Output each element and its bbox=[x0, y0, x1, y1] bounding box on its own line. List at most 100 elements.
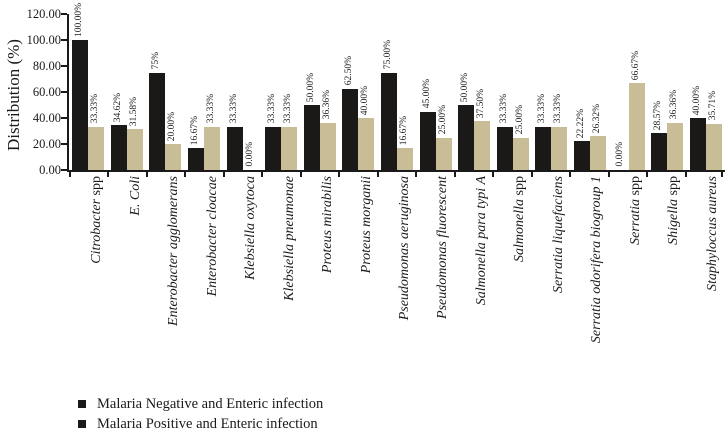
category-label-italic: Serratia bbox=[627, 198, 643, 245]
x-axis-tick bbox=[607, 172, 610, 177]
category-label-italic: Enterobacter agglomerans bbox=[166, 176, 182, 326]
bar-value-label: 28.57% bbox=[653, 100, 664, 130]
bar-value-label: 66.67% bbox=[630, 51, 641, 81]
category-label: Enterobacter agglomerans bbox=[166, 176, 182, 326]
x-axis-tick bbox=[107, 172, 110, 177]
category-label-plain: spp bbox=[666, 176, 682, 199]
category-label: Staphyloccus aureus bbox=[705, 176, 721, 291]
bar-malaria-negative bbox=[188, 148, 205, 170]
bar-value-label: 33.33% bbox=[537, 94, 548, 124]
bar-malaria-negative bbox=[535, 126, 552, 170]
x-axis-tick bbox=[530, 172, 533, 177]
bar-value-label: 33.33% bbox=[498, 94, 509, 124]
bar-value-label: 50.00% bbox=[460, 72, 471, 102]
x-axis-tick bbox=[184, 172, 187, 177]
bar-malaria-positive bbox=[435, 137, 452, 170]
bar-malaria-positive bbox=[667, 122, 684, 170]
bar-malaria-positive bbox=[628, 83, 645, 170]
category-label: Klebsiella pneumonae bbox=[282, 176, 298, 301]
bar-value-label: 33.33% bbox=[90, 94, 101, 124]
bar-value-label: 75% bbox=[151, 52, 162, 70]
category-label-italic: Serratia liquefaciens bbox=[550, 176, 566, 294]
y-axis-tick-label: 20.00 bbox=[32, 136, 61, 151]
bar-value-label: 25.00% bbox=[514, 105, 525, 135]
bar-malaria-negative bbox=[574, 141, 591, 170]
category-group: 16.67% 33.33% bbox=[185, 14, 224, 170]
bar-value-label: 16.67% bbox=[190, 116, 201, 146]
bar-value-label: 50.00% bbox=[305, 72, 316, 102]
x-axis-category-labels: Citrobacter spp E. Coli Enterobacter agglo… bbox=[69, 176, 723, 390]
y-axis-tick-label: 40.00 bbox=[32, 110, 61, 125]
y-axis-tick bbox=[61, 65, 67, 67]
category-label: Salmonella para typi A bbox=[474, 176, 490, 305]
bar-value-label: 33.33% bbox=[283, 94, 294, 124]
x-axis-tick bbox=[415, 172, 418, 177]
y-axis-tick bbox=[61, 91, 67, 93]
category-label: E. Coli bbox=[128, 176, 144, 216]
bar-malaria-negative bbox=[689, 118, 706, 170]
category-label-italic: Proteus morganii bbox=[358, 176, 374, 274]
bar-value-label: 100.00% bbox=[74, 2, 85, 37]
bar-value-label: 26.32% bbox=[592, 103, 603, 133]
bar-malaria-negative bbox=[496, 126, 513, 170]
x-axis-tick bbox=[69, 172, 71, 177]
bar-malaria-positive bbox=[319, 122, 336, 170]
y-axis-tick bbox=[61, 143, 67, 145]
bar-malaria-positive bbox=[126, 128, 143, 170]
x-axis-tick bbox=[222, 172, 225, 177]
category-label-italic: Enterobacter cloacae bbox=[204, 176, 220, 297]
category-label-plain: spp bbox=[512, 176, 528, 199]
category-label-italic: Pseudomonas fluorescent bbox=[435, 176, 451, 319]
bar-value-label: 0.00% bbox=[244, 142, 255, 167]
y-axis-tick bbox=[61, 169, 67, 171]
bar-value-label: 62.50% bbox=[344, 56, 355, 86]
y-axis-tick bbox=[61, 117, 67, 119]
category-label-italic: Klebsiella oxytoca bbox=[243, 176, 259, 280]
bar-malaria-negative bbox=[342, 88, 359, 170]
category-group: 33.33% 0.00% bbox=[223, 14, 262, 170]
category-label: Klebsiella oxytoca bbox=[243, 176, 259, 280]
x-axis-tick bbox=[338, 172, 341, 177]
legend-item: Malaria Positive and Enteric infection bbox=[78, 414, 323, 433]
x-axis-tick bbox=[261, 172, 264, 177]
category-label-italic: Proteus mirabilis bbox=[320, 176, 336, 274]
category-label-italic: Pseudomonas aeruginosa bbox=[397, 176, 412, 321]
bar-malaria-negative bbox=[651, 132, 668, 170]
category-group: 75% 20.00% bbox=[146, 14, 185, 170]
category-label: Proteus morganii bbox=[359, 176, 375, 273]
bar-malaria-negative bbox=[226, 126, 243, 170]
category-group: 22.22% 26.32% bbox=[571, 14, 610, 170]
bar-value-label: 25.00% bbox=[437, 105, 448, 135]
bar-malaria-positive bbox=[204, 126, 221, 170]
category-label: Citrobacter spp bbox=[89, 176, 105, 264]
bar-value-label: 20.00% bbox=[167, 111, 178, 141]
bar-malaria-positive bbox=[165, 144, 182, 170]
bar-malaria-positive bbox=[358, 118, 375, 170]
x-axis-tick bbox=[376, 172, 379, 177]
legend-marker-square bbox=[78, 400, 86, 408]
category-group: 75.00% 16.67% bbox=[378, 14, 417, 170]
y-axis-tick-label: 0.00 bbox=[39, 162, 61, 177]
category-label: Salmonella spp bbox=[512, 176, 528, 262]
category-label-italic: Staphyloccus aureus bbox=[704, 176, 720, 291]
y-axis-tick-label: 100.00 bbox=[26, 32, 61, 47]
legend-item: Malaria Negative and Enteric infection bbox=[78, 394, 323, 414]
category-label-italic: Shigella bbox=[666, 198, 682, 245]
category-label-plain: spp bbox=[627, 176, 643, 199]
category-label: Serratia liquefaciens bbox=[551, 176, 567, 293]
category-label-italic: E. Coli bbox=[127, 176, 143, 216]
bar-value-label: 33.33% bbox=[228, 94, 239, 124]
x-axis-tick bbox=[646, 172, 649, 177]
bar-malaria-positive bbox=[590, 135, 607, 170]
y-axis-tick-label: 120.00 bbox=[26, 6, 61, 21]
bar-malaria-positive bbox=[281, 126, 298, 170]
category-group: 50.00% 36.36% bbox=[301, 14, 340, 170]
y-axis-tick bbox=[61, 39, 67, 41]
x-axis-tick bbox=[453, 172, 456, 177]
category-label-italic: Salmonella bbox=[512, 198, 528, 262]
category-group: 0.00% 66.67% bbox=[609, 14, 648, 170]
bar-malaria-negative bbox=[381, 72, 398, 170]
bar-malaria-positive bbox=[551, 126, 568, 170]
bar-value-label: 40.00% bbox=[360, 85, 371, 115]
